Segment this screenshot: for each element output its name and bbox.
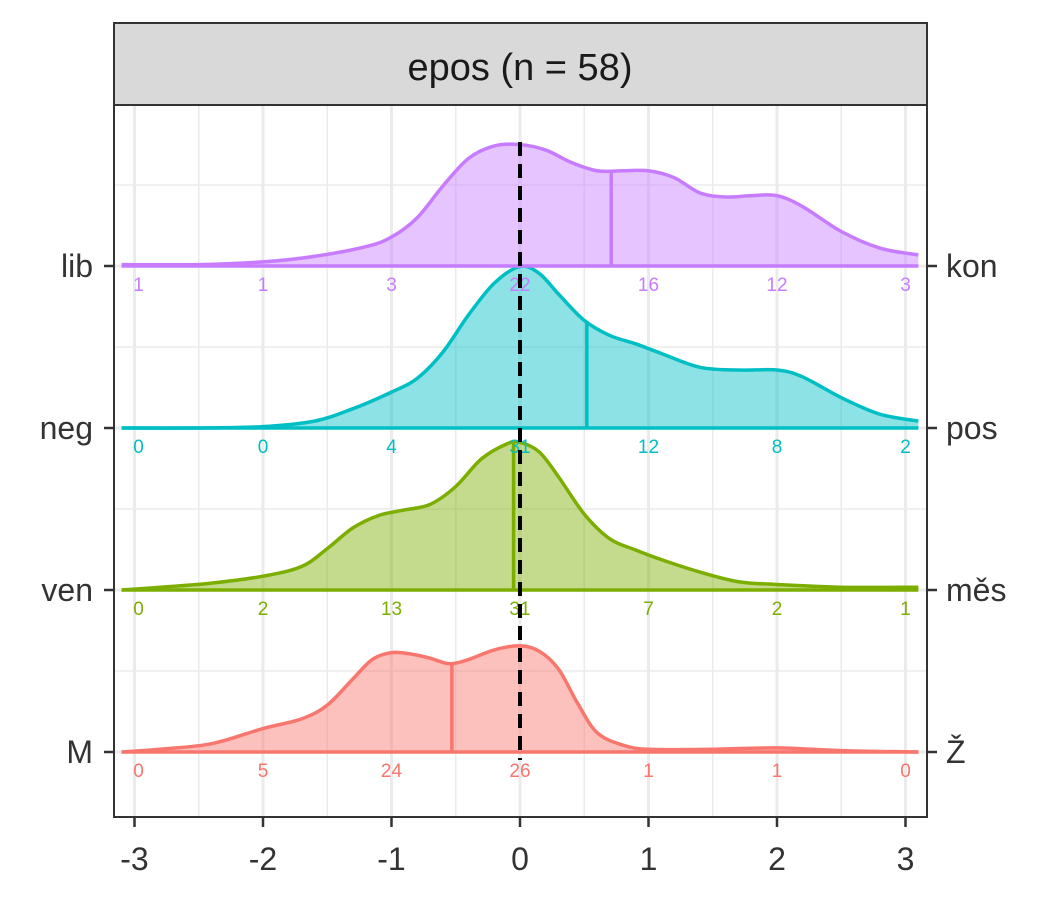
count-label: 31 bbox=[509, 437, 530, 458]
x-tick-label: 2 bbox=[768, 841, 786, 877]
count-label: 7 bbox=[643, 599, 654, 620]
count-label: 3 bbox=[386, 275, 397, 296]
x-tick-label: 1 bbox=[640, 841, 658, 877]
x-tick-label: 3 bbox=[897, 841, 915, 877]
y-label-left: ven bbox=[41, 572, 93, 608]
chart-title: epos (n = 58) bbox=[408, 47, 633, 89]
count-label: 4 bbox=[386, 437, 397, 458]
density-line bbox=[121, 643, 919, 754]
count-label: 13 bbox=[381, 599, 402, 620]
x-tick-label: -1 bbox=[377, 841, 405, 877]
y-label-left: M bbox=[66, 734, 93, 770]
count-label: 0 bbox=[133, 599, 144, 620]
count-label: 1 bbox=[900, 599, 911, 620]
count-label: 5 bbox=[258, 761, 269, 782]
count-label: 2 bbox=[772, 599, 783, 620]
density-line bbox=[121, 264, 919, 430]
x-tick-label: -3 bbox=[120, 841, 148, 877]
count-label: 1 bbox=[258, 275, 269, 296]
count-label: 1 bbox=[772, 761, 783, 782]
count-label: 1 bbox=[133, 275, 144, 296]
y-label-right: kon bbox=[946, 248, 998, 284]
count-label: 16 bbox=[638, 275, 659, 296]
count-label: 0 bbox=[133, 437, 144, 458]
count-label: 1 bbox=[643, 761, 654, 782]
density-area bbox=[121, 441, 919, 590]
x-tick-label: 0 bbox=[511, 841, 529, 877]
count-label: 2 bbox=[258, 599, 269, 620]
y-label-left: lib bbox=[61, 248, 93, 284]
y-label-left: neg bbox=[40, 410, 93, 446]
count-label: 12 bbox=[638, 437, 659, 458]
density-area bbox=[121, 144, 919, 266]
y-label-right: pos bbox=[946, 410, 998, 446]
count-label: 26 bbox=[509, 761, 530, 782]
y-label-right: Ž bbox=[946, 734, 966, 770]
count-label: 24 bbox=[381, 761, 403, 782]
density-line bbox=[121, 142, 919, 267]
count-label: 2 bbox=[900, 437, 911, 458]
x-tick-label: -2 bbox=[249, 841, 277, 877]
y-label-right: měs bbox=[946, 572, 1006, 608]
count-label: 12 bbox=[766, 275, 787, 296]
count-label: 3 bbox=[900, 275, 911, 296]
density-line bbox=[121, 439, 919, 592]
count-label: 0 bbox=[258, 437, 269, 458]
count-label: 0 bbox=[133, 761, 144, 782]
count-label: 8 bbox=[772, 437, 783, 458]
facet-strip bbox=[113, 22, 928, 106]
count-label: 0 bbox=[900, 761, 911, 782]
